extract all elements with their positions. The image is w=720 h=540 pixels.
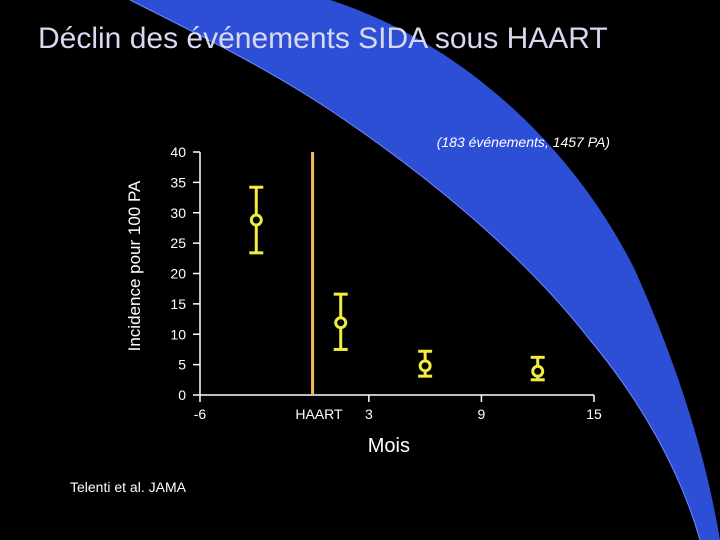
haart-label: HAART bbox=[295, 406, 343, 422]
y-tick-label: 20 bbox=[170, 266, 186, 282]
point-marker bbox=[334, 316, 348, 330]
data-point bbox=[249, 185, 264, 255]
slide-title: Déclin des événements SIDA sous HAART bbox=[38, 22, 608, 55]
y-axis-label: Incidence pour 100 PA bbox=[125, 180, 144, 351]
point-marker bbox=[249, 213, 263, 227]
x-ticks: -6 3 9 15 bbox=[194, 395, 602, 422]
y-tick-label: 30 bbox=[170, 205, 186, 221]
y-tick-label: 0 bbox=[178, 387, 186, 403]
data-point bbox=[418, 349, 433, 378]
y-tick-label: 5 bbox=[178, 357, 186, 373]
y-ticks: 0 5 10 15 20 25 30 35 40 bbox=[170, 144, 200, 403]
chart-annotation: (183 événements, 1457 PA) bbox=[437, 134, 610, 150]
y-tick-label: 40 bbox=[170, 144, 186, 160]
x-axis-label: Mois bbox=[368, 435, 410, 457]
x-tick-label: 3 bbox=[365, 406, 373, 422]
citation: Telenti et al. JAMA bbox=[70, 479, 186, 495]
y-tick-label: 25 bbox=[170, 235, 186, 251]
x-tick-label: 9 bbox=[478, 406, 486, 422]
data-point bbox=[333, 292, 348, 351]
data-points bbox=[249, 185, 545, 382]
y-tick-label: 10 bbox=[170, 326, 186, 342]
y-tick-label: 15 bbox=[170, 296, 186, 312]
x-tick-label: -6 bbox=[194, 406, 207, 422]
point-marker bbox=[418, 359, 432, 373]
y-tick-label: 35 bbox=[170, 174, 186, 190]
data-point bbox=[530, 355, 545, 382]
x-tick-label: 15 bbox=[586, 406, 602, 422]
point-marker bbox=[531, 364, 545, 378]
